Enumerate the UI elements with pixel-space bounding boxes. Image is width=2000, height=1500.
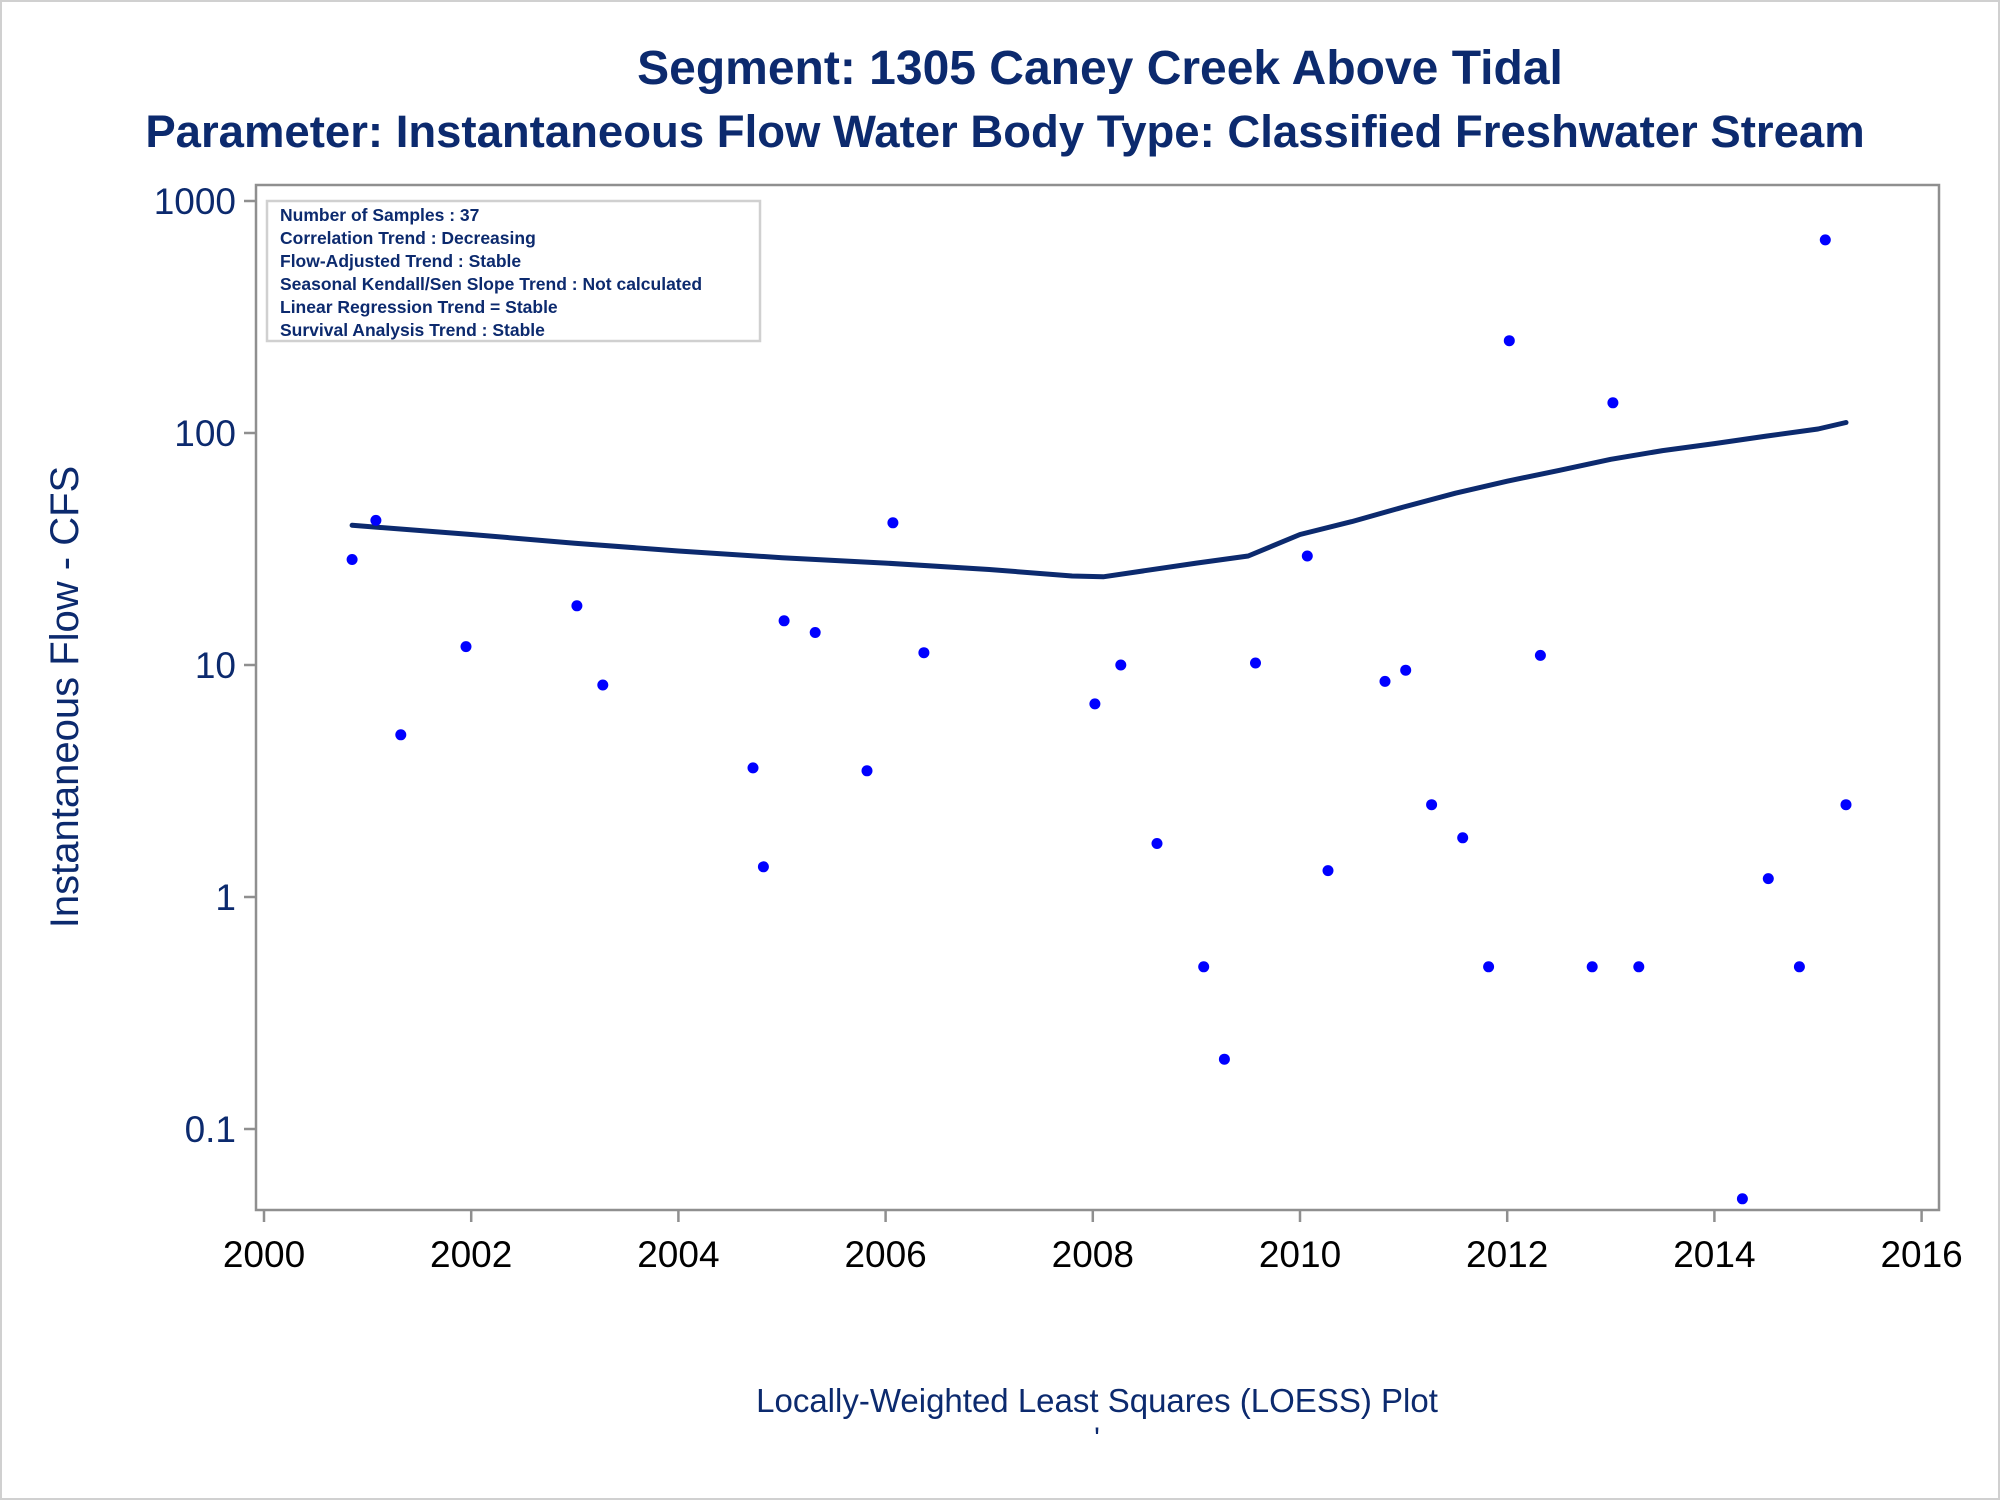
data-point: [1250, 657, 1261, 669]
y-tick-label: 100: [174, 413, 236, 454]
y-tick-label: 0.1: [185, 1109, 236, 1150]
data-point: [1586, 961, 1598, 973]
data-point: [346, 554, 358, 565]
data-point: [1762, 873, 1774, 885]
y-tick-label: 10: [195, 645, 236, 686]
stats-line: Seasonal Kendall/Sen Slope Trend : Not c…: [280, 274, 702, 294]
chart-footnote: Locally-Weighted Least Squares (LOESS) P…: [756, 1382, 1438, 1419]
data-point: [1115, 659, 1127, 671]
y-axis: 1000 100 10 1 0.1: [154, 181, 256, 1150]
data-point: [571, 600, 583, 612]
data-point: [1819, 234, 1831, 246]
data-point: [1379, 675, 1391, 687]
stats-box-border: [265, 199, 762, 343]
data-point: [1151, 838, 1163, 849]
x-tick-label: 2012: [1466, 1234, 1548, 1275]
data-point: [1198, 961, 1210, 973]
y-tick-label: 1000: [154, 181, 236, 222]
data-point: [1633, 961, 1645, 973]
data-point: [861, 765, 873, 777]
x-axis: 2000 2002 2004 2006 2008 2010 2012 2014 2016: [223, 1210, 1963, 1275]
loess-series: [349, 420, 1849, 580]
data-point: [1736, 1193, 1748, 1205]
data-point: [1503, 335, 1515, 347]
x-tick-label: 2000: [223, 1234, 305, 1275]
data-point: [370, 514, 382, 526]
footnote-mark: ': [1094, 1422, 1100, 1455]
x-tick-label: 2016: [1880, 1234, 1962, 1275]
data-point: [395, 729, 407, 741]
data-point: [1426, 799, 1438, 811]
stats-line: Survival Analysis Trend : Stable: [280, 320, 545, 340]
data-point: [778, 615, 790, 627]
data-point: [747, 762, 759, 774]
plot-area: [254, 183, 1941, 1212]
loess-line: [349, 420, 1849, 580]
data-point: [1301, 550, 1313, 562]
stats-line: Correlation Trend : Decreasing: [280, 228, 536, 248]
stats-box: Number of Samples : 37 Correlation Trend…: [265, 199, 762, 343]
data-point: [1793, 961, 1805, 973]
x-tick-label: 2006: [844, 1234, 926, 1275]
stats-line: Linear Regression Trend = Stable: [280, 297, 558, 317]
stats-line: Flow-Adjusted Trend : Stable: [280, 251, 521, 271]
data-point: [757, 861, 769, 873]
x-tick-label: 2004: [637, 1234, 719, 1275]
chart-subtitle: Parameter: Instantaneous Flow Water Body…: [145, 106, 1864, 157]
x-tick-label: 2010: [1259, 1234, 1341, 1275]
data-point: [1534, 649, 1546, 661]
data-point: [887, 517, 899, 529]
y-axis-label: Instantaneous Flow - CFS: [43, 466, 87, 928]
data-point: [1322, 865, 1334, 877]
data-point: [1840, 799, 1852, 811]
x-tick-label: 2008: [1052, 1234, 1134, 1275]
x-tick-label: 2002: [430, 1234, 512, 1275]
data-point: [1457, 832, 1469, 844]
data-point: [460, 641, 472, 653]
data-point: [1483, 961, 1495, 973]
data-point: [1089, 698, 1101, 710]
scatter-series: [346, 234, 1852, 1205]
data-point: [1607, 397, 1619, 409]
x-tick-label: 2014: [1673, 1234, 1755, 1275]
data-point: [597, 679, 609, 691]
chart-title: Segment: 1305 Caney Creek Above Tidal: [637, 42, 1563, 95]
data-point: [918, 647, 930, 659]
stats-line: Number of Samples : 37: [280, 205, 479, 225]
data-point: [1400, 664, 1412, 676]
data-point: [809, 627, 821, 638]
y-tick-label: 1: [215, 877, 236, 918]
data-point: [1218, 1053, 1230, 1065]
